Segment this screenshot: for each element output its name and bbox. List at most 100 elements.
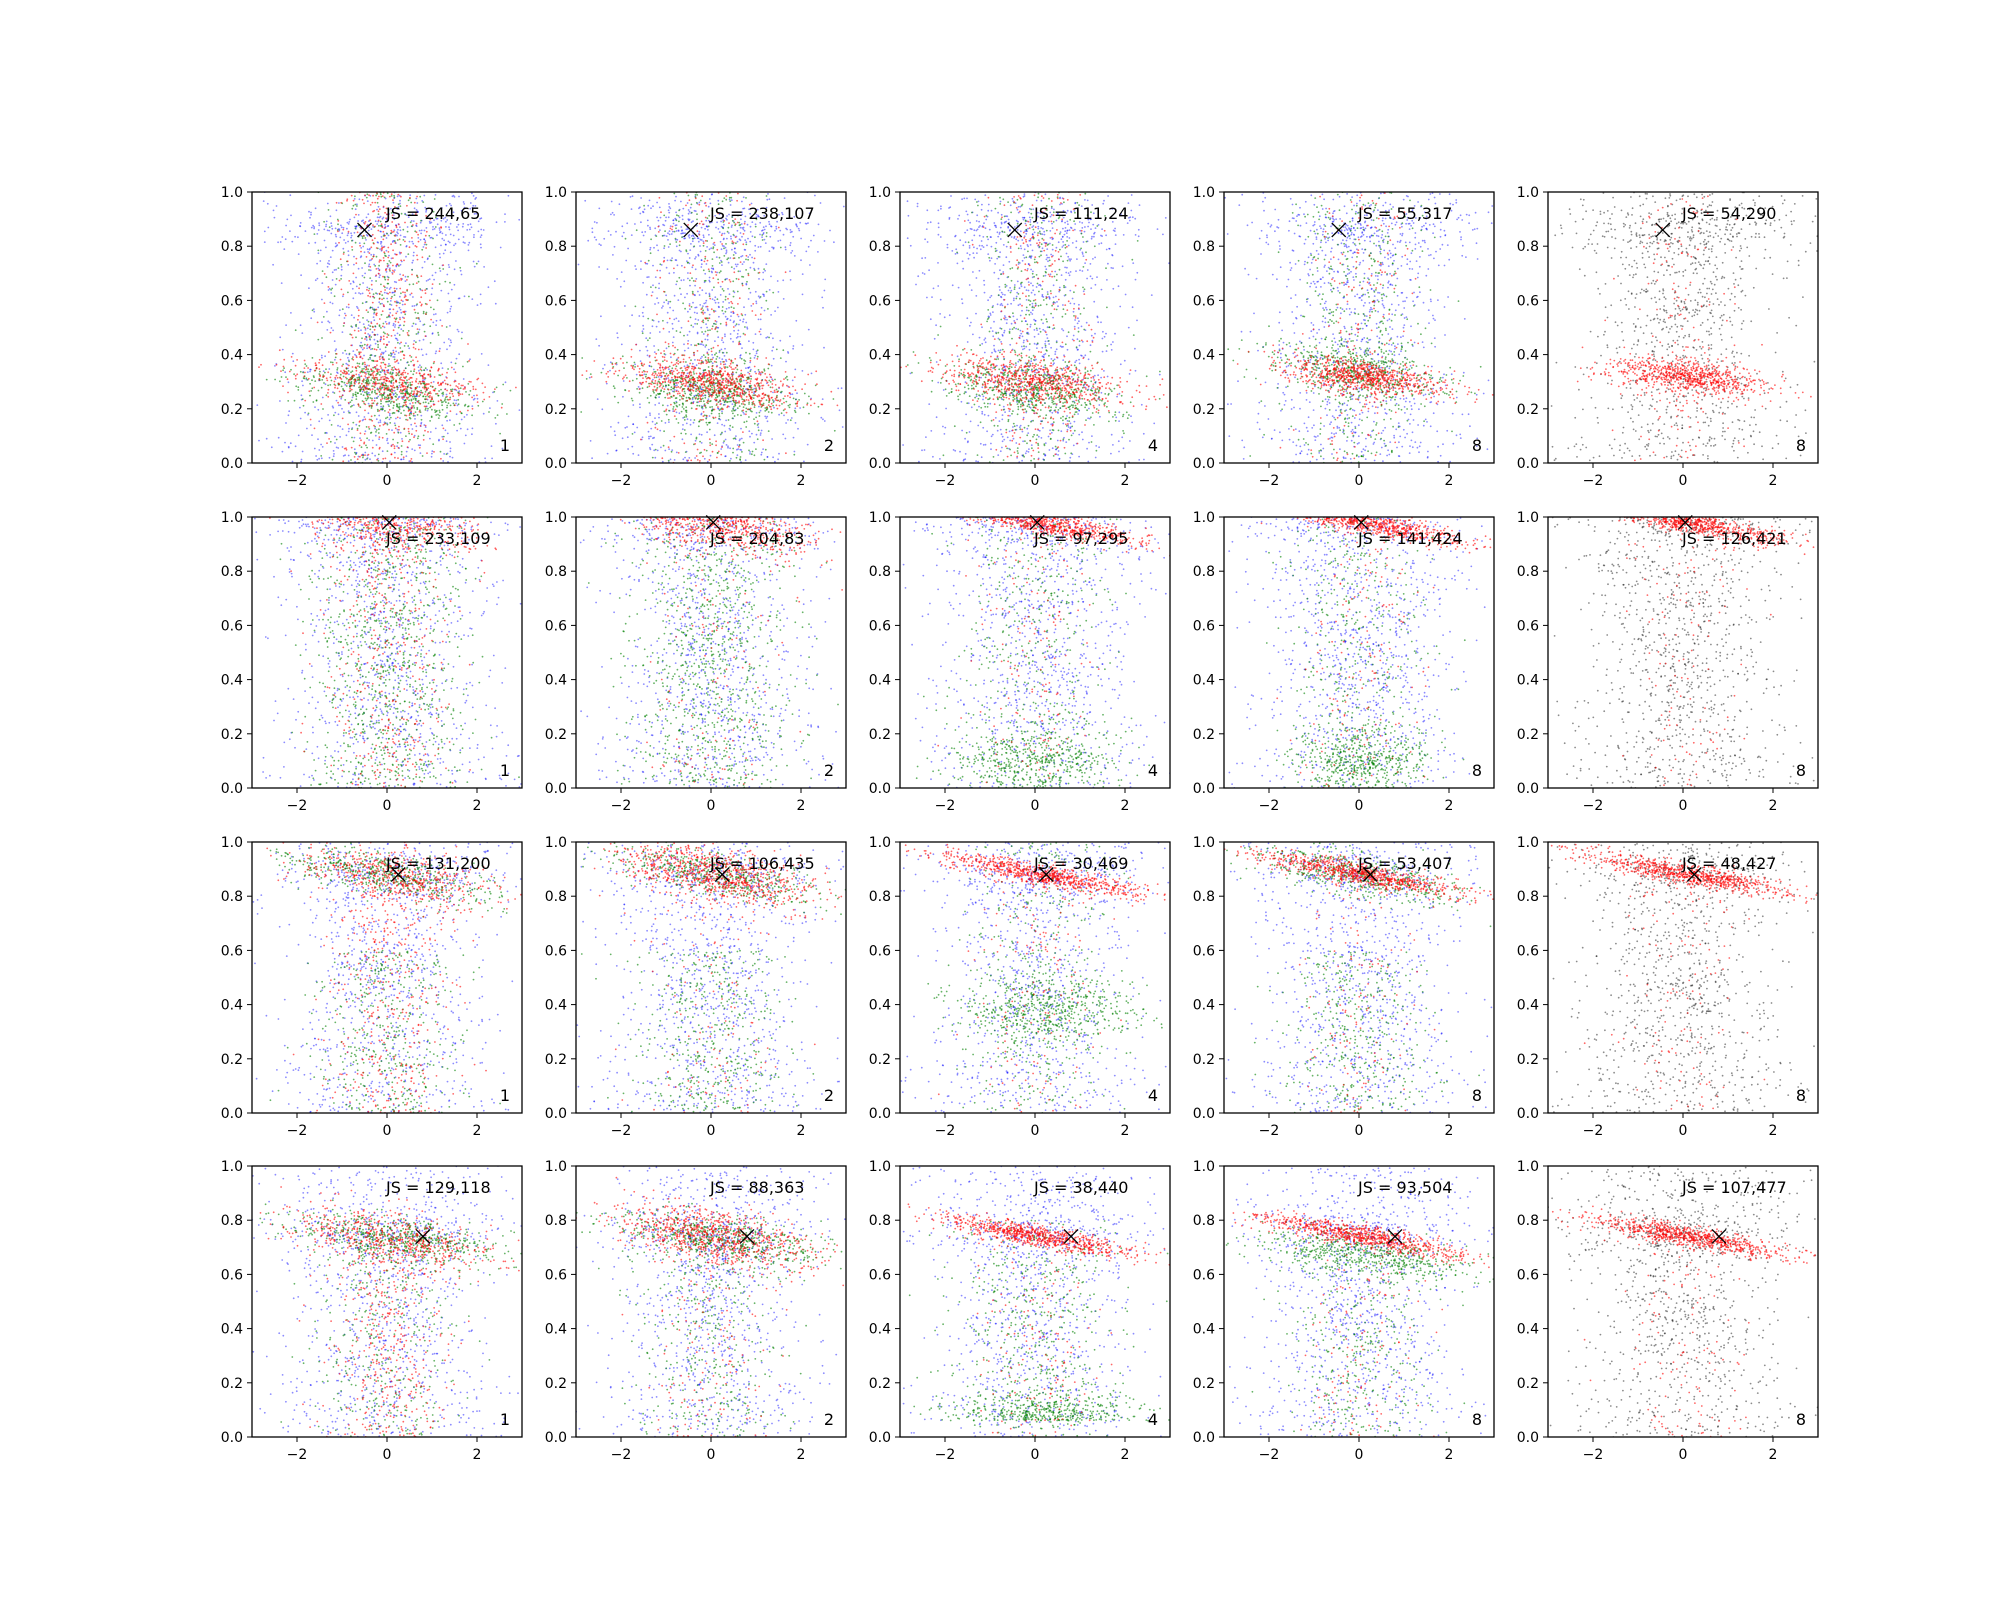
- point-green: [732, 290, 735, 292]
- point-green: [683, 390, 686, 393]
- point-red: [424, 289, 427, 291]
- point-blue: [344, 312, 346, 315]
- point-blue: [321, 282, 324, 284]
- point-red: [332, 363, 334, 366]
- point-red: [371, 446, 374, 449]
- point-green: [422, 434, 425, 437]
- point-blue: [711, 362, 714, 365]
- point-green: [437, 417, 440, 419]
- point-blue: [388, 288, 391, 290]
- point-red: [394, 235, 397, 237]
- point-blue: [688, 234, 691, 236]
- point-blue: [342, 226, 345, 229]
- point-green: [437, 394, 440, 397]
- point-blue: [365, 239, 367, 241]
- point-blue: [404, 280, 407, 282]
- point-blue: [369, 195, 372, 197]
- point-blue: [653, 345, 655, 347]
- point-blue: [694, 284, 696, 287]
- point-blue: [449, 251, 452, 254]
- point-red: [314, 362, 317, 365]
- point-blue: [838, 409, 841, 412]
- point-red: [667, 380, 670, 383]
- point-blue: [358, 373, 360, 376]
- point-blue: [706, 335, 709, 337]
- point-green: [741, 314, 744, 317]
- point-blue: [682, 417, 684, 419]
- point-blue: [321, 321, 323, 324]
- point-blue: [284, 441, 286, 444]
- point-green: [655, 394, 658, 396]
- point-blue: [349, 218, 351, 221]
- point-red: [387, 246, 390, 249]
- point-green: [649, 252, 652, 255]
- point-green: [793, 409, 796, 412]
- point-red: [390, 368, 393, 371]
- point-green: [798, 399, 800, 401]
- point-green: [696, 398, 699, 401]
- point-green: [676, 348, 679, 351]
- point-blue: [817, 251, 819, 253]
- point-blue: [824, 278, 827, 281]
- point-blue: [705, 323, 707, 325]
- point-green: [317, 338, 320, 341]
- point-blue: [773, 406, 775, 409]
- point-green: [475, 262, 478, 265]
- point-green: [716, 330, 719, 333]
- point-blue: [684, 296, 686, 299]
- point-blue: [387, 403, 390, 406]
- point-red: [365, 384, 368, 386]
- point-blue: [689, 284, 691, 287]
- point-green: [675, 365, 678, 368]
- point-red: [355, 373, 358, 376]
- point-blue: [686, 418, 689, 421]
- point-blue: [794, 368, 797, 371]
- point-blue: [480, 234, 483, 237]
- point-green: [728, 196, 731, 199]
- point-blue: [380, 236, 383, 238]
- point-green: [333, 295, 336, 298]
- point-red: [373, 370, 376, 373]
- point-green: [684, 451, 687, 453]
- point-blue: [729, 337, 732, 340]
- point-green: [358, 362, 361, 365]
- point-green: [764, 407, 767, 409]
- point-blue: [772, 337, 774, 340]
- point-blue: [455, 402, 457, 405]
- point-green: [735, 371, 738, 374]
- point-green: [707, 358, 710, 361]
- point-blue: [750, 202, 753, 205]
- point-red: [394, 242, 397, 244]
- point-green: [681, 402, 684, 405]
- point-red: [379, 389, 382, 391]
- point-green: [714, 397, 717, 399]
- point-blue: [463, 295, 466, 298]
- point-blue: [677, 320, 680, 322]
- point-blue: [383, 326, 386, 329]
- point-blue: [469, 202, 472, 204]
- point-blue: [363, 354, 365, 357]
- point-green: [368, 269, 370, 271]
- point-red: [287, 391, 289, 394]
- point-blue: [665, 266, 668, 269]
- point-green: [679, 394, 681, 397]
- point-red: [415, 222, 418, 225]
- point-green: [756, 355, 759, 358]
- point-blue: [652, 437, 654, 440]
- point-green: [705, 417, 708, 420]
- point-blue: [432, 226, 434, 228]
- point-green: [690, 211, 693, 214]
- point-blue: [455, 260, 457, 262]
- point-red: [368, 336, 371, 338]
- point-blue: [415, 425, 418, 428]
- point-blue: [708, 248, 711, 251]
- point-green: [654, 286, 657, 289]
- point-red: [419, 301, 421, 304]
- point-blue: [708, 293, 711, 296]
- point-red: [430, 405, 433, 407]
- point-blue: [692, 220, 694, 223]
- point-green: [654, 396, 657, 399]
- point-red: [670, 369, 672, 372]
- point-blue: [423, 243, 426, 246]
- point-red: [347, 401, 350, 404]
